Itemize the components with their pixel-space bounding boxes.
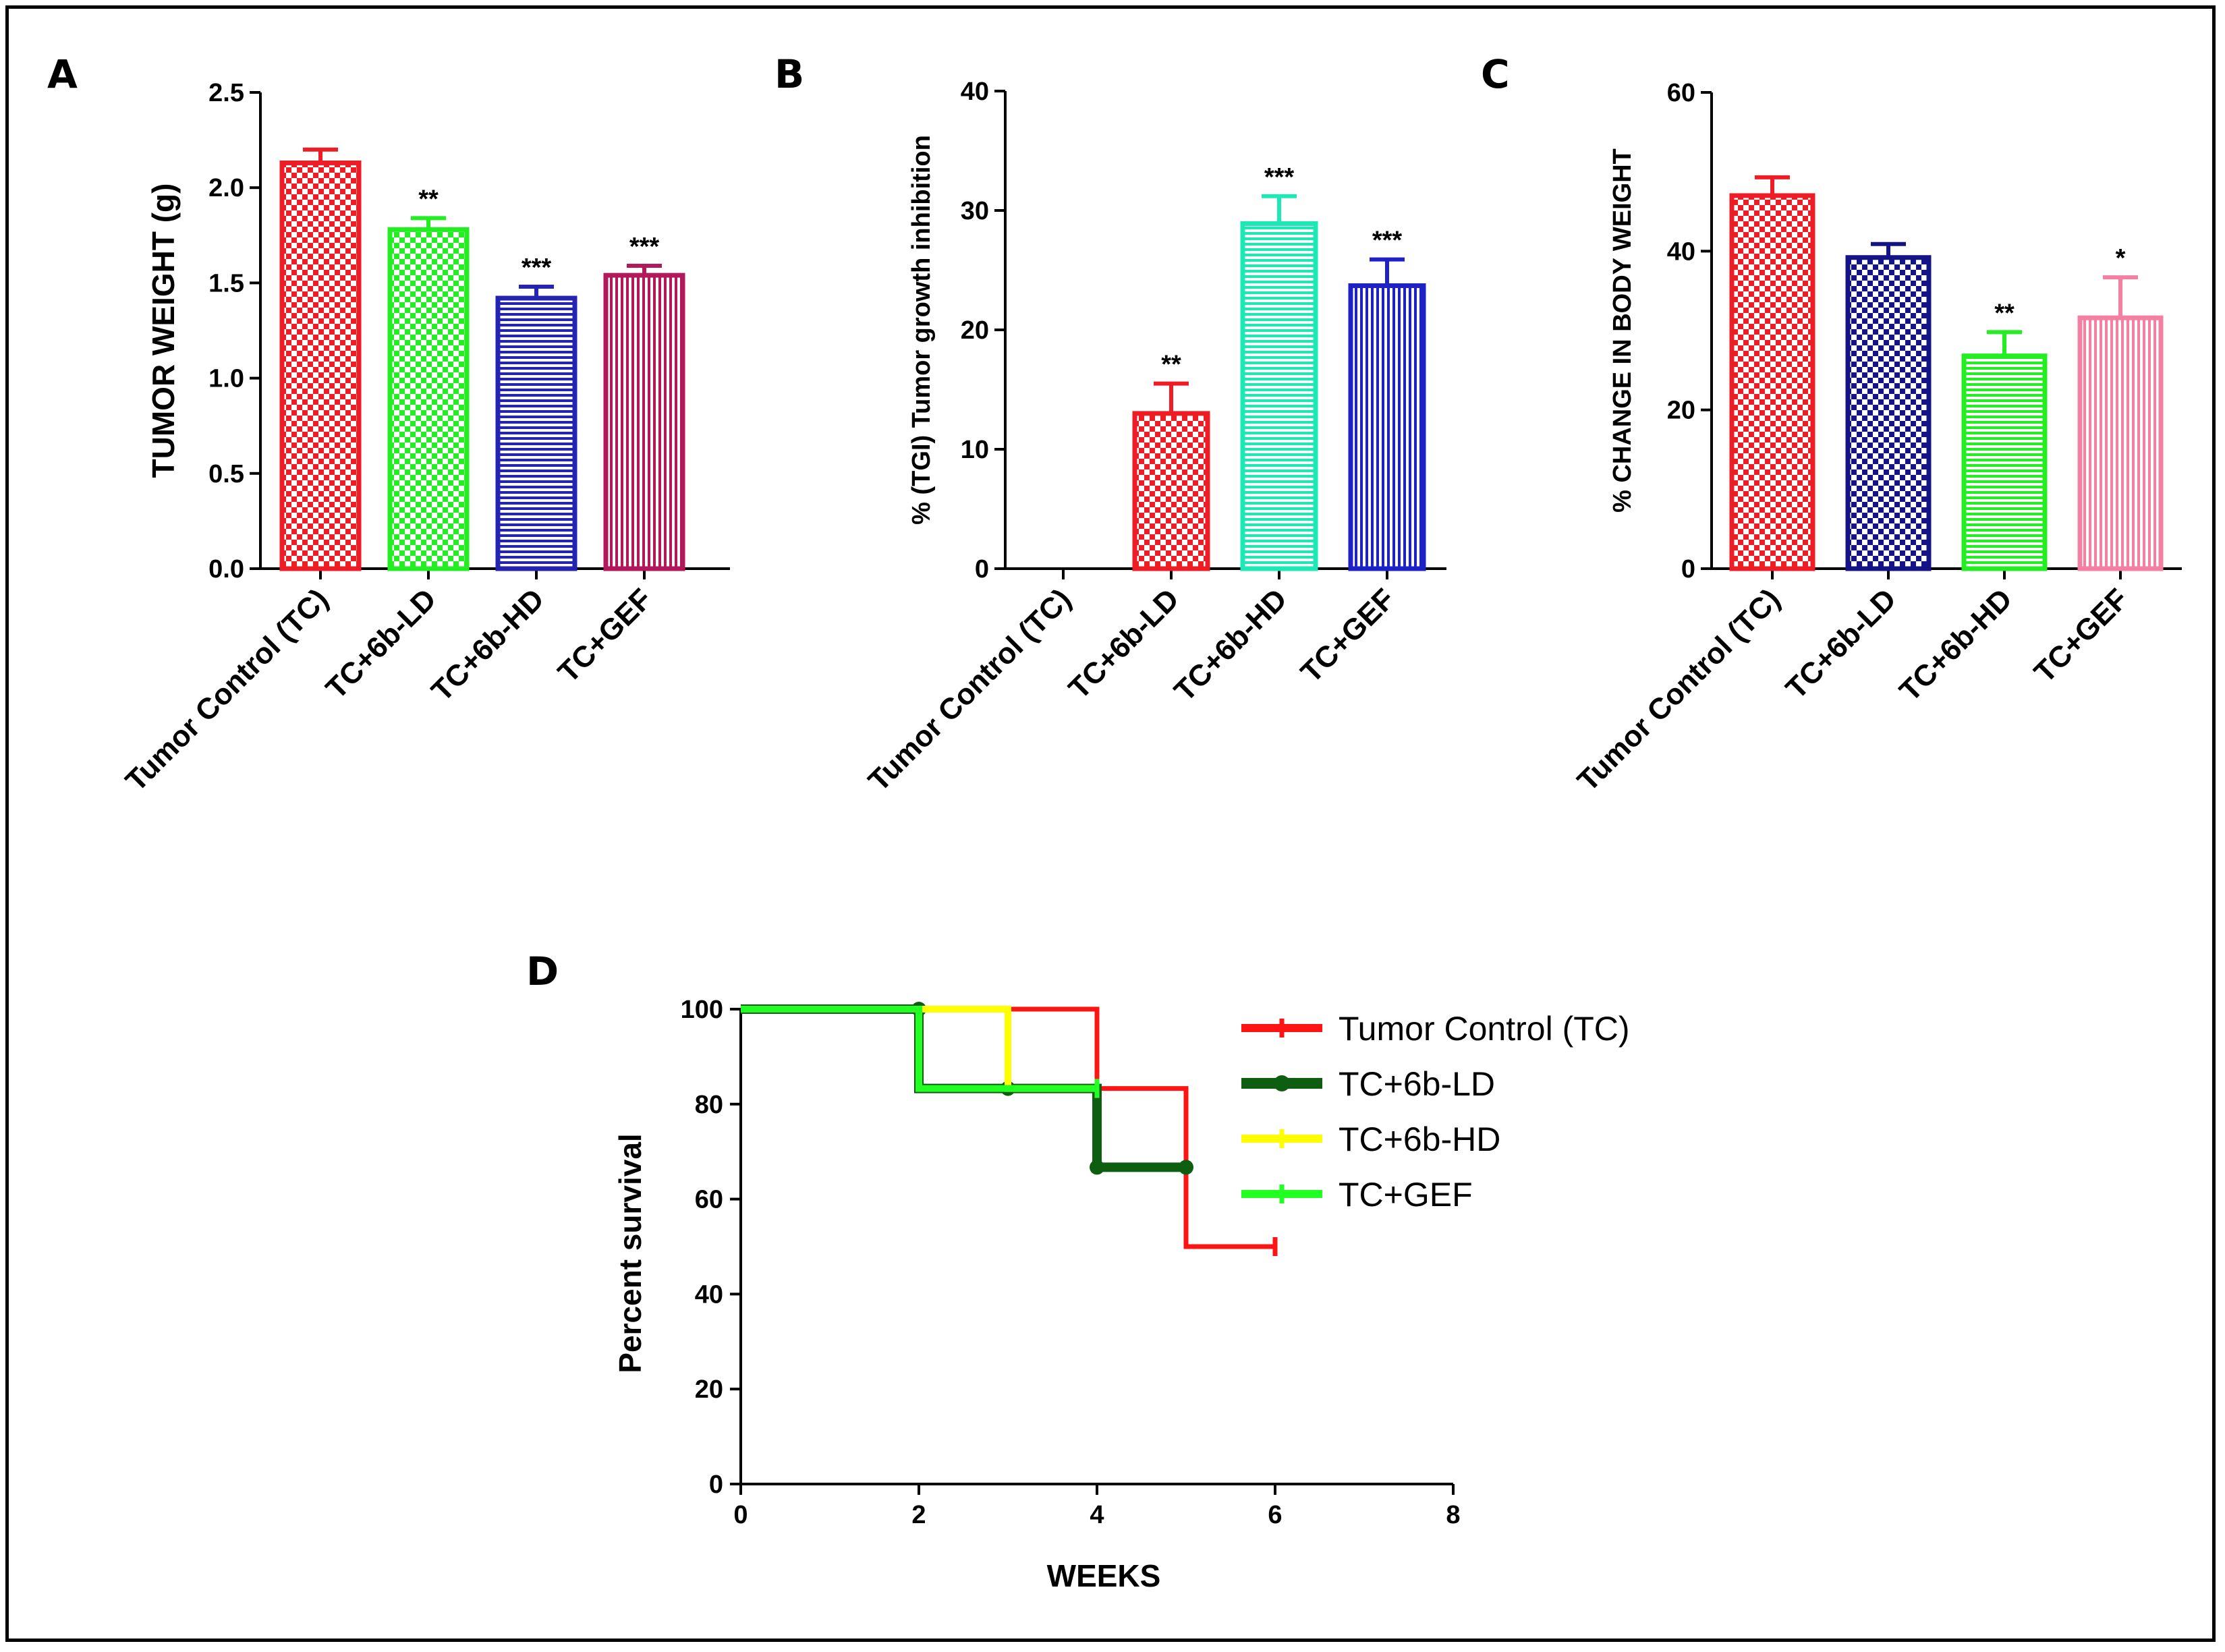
- c-significance-3: *: [2116, 244, 2126, 273]
- d-y-tick-label: 60: [695, 1186, 723, 1214]
- c-category-label-0: Tumor Control (TC): [1571, 582, 1786, 797]
- c-category-label-2: TC+6b-HD: [1893, 582, 2019, 708]
- b-y-tick-label: 0: [975, 555, 989, 583]
- c-category-label-3: TC+GEF: [2028, 582, 2135, 689]
- b-y-axis-title: % (TGI) Tumor growth inhibition: [907, 135, 936, 525]
- d-censor-mark-1: [1090, 1160, 1104, 1175]
- c-y-axis-title: % CHANGE IN BODY WEIGHT: [1608, 148, 1637, 513]
- c-y-tick-label: 40: [1667, 237, 1695, 266]
- d-x-tick-label: 6: [1268, 1501, 1282, 1529]
- a-bar-3: [603, 273, 685, 571]
- d-x-tick-label: 2: [911, 1501, 926, 1529]
- d-y-tick-label: 80: [695, 1091, 723, 1119]
- a-significance-1: **: [418, 185, 439, 213]
- c-significance-2: **: [1994, 299, 2015, 327]
- panel-letter-c: C: [1481, 51, 1510, 97]
- d-x-tick-label: 4: [1090, 1501, 1104, 1529]
- c-bar-2: [1961, 353, 2048, 571]
- d-x-tick-label: 8: [1446, 1501, 1460, 1529]
- c-y-tick-label: 60: [1667, 79, 1695, 107]
- d-x-axis-title: WEEKS: [1047, 1558, 1161, 1593]
- panel-letter-d: D: [526, 948, 559, 994]
- c-bar-0: [1729, 193, 1815, 571]
- b-bar-3: [1348, 283, 1426, 571]
- chart-c-body-weight-change: 0 20 40 60 % CHANGE IN BODY WEIGHT Tumor Cont…: [1571, 79, 2182, 798]
- d-y-tick-label: 100: [681, 996, 723, 1024]
- c-y-tick-label: 20: [1667, 397, 1695, 425]
- a-bar-2: [495, 295, 578, 571]
- a-category-label-1: TC+6b-LD: [320, 582, 443, 705]
- d-legend-label-3: TC+GEF: [1339, 1176, 1473, 1214]
- d-series-line-3: [741, 1006, 1097, 1092]
- b-significance-3: ***: [1372, 227, 1403, 255]
- d-legend-label-0: Tumor Control (TC): [1339, 1010, 1630, 1048]
- chart-a-tumor-weight: 0.0 0.5 1.0 1.5 2.0 2.5 TUMOR WEIGHT (g) Tumor …: [119, 79, 730, 798]
- d-legend-label-1: TC+6b-LD: [1339, 1065, 1495, 1103]
- a-significance-2: ***: [522, 254, 552, 282]
- a-category-label-2: TC+6b-HD: [425, 582, 551, 708]
- c-bar-1: [1845, 255, 1932, 571]
- b-significance-1: **: [1161, 351, 1181, 379]
- chart-d-survival: 0 20 40 60 80 100 0 2 4 6 8 WEEKS Percent survival Tu…: [613, 996, 1630, 1593]
- b-y-tick-label: 30: [961, 197, 989, 225]
- a-y-tick-label: 2.0: [208, 174, 244, 202]
- d-x-tick-label: 0: [733, 1501, 748, 1529]
- a-bar-0: [279, 160, 362, 571]
- panel-letter-a: A: [47, 51, 78, 97]
- a-category-label-0: Tumor Control (TC): [119, 582, 335, 797]
- a-y-tick-label: 1.5: [208, 269, 244, 297]
- b-y-tick-label: 20: [961, 316, 989, 345]
- b-bar-1: [1132, 411, 1210, 571]
- b-significance-2: ***: [1264, 163, 1295, 192]
- b-category-label-3: TC+GEF: [1295, 582, 1401, 689]
- a-bar-1: [387, 227, 470, 571]
- a-y-tick-label: 2.5: [208, 79, 244, 107]
- a-y-tick-label: 0.5: [208, 460, 244, 488]
- d-y-tick-label: 40: [695, 1280, 723, 1309]
- a-significance-3: ***: [629, 233, 660, 261]
- b-category-label-0: Tumor Control (TC): [862, 582, 1077, 797]
- chart-b-tumor-growth-inhibition: 0 10 20 30 40 % (TGI) Tumor growth inhibition…: [862, 78, 1446, 798]
- d-y-axis-title: Percent survival: [613, 1133, 648, 1373]
- b-bar-2: [1240, 221, 1318, 571]
- c-y-tick-label: 0: [1681, 555, 1695, 583]
- a-y-axis-title: TUMOR WEIGHT (g): [146, 183, 181, 478]
- figure-frame: [5, 5, 2216, 1642]
- b-category-label-2: TC+6b-HD: [1168, 582, 1293, 708]
- b-y-tick-label: 10: [961, 436, 989, 464]
- c-bar-3: [2077, 315, 2164, 571]
- d-y-tick-label: 0: [709, 1471, 723, 1499]
- d-legend-marker-1: [1274, 1075, 1290, 1091]
- d-series-line-0: [741, 1006, 1275, 1249]
- c-category-label-1: TC+6b-LD: [1780, 582, 1903, 705]
- d-y-tick-label: 20: [695, 1375, 723, 1404]
- d-legend-label-2: TC+6b-HD: [1339, 1120, 1500, 1158]
- panel-letter-b: B: [774, 51, 804, 97]
- b-category-label-1: TC+6b-LD: [1063, 582, 1185, 705]
- a-y-tick-label: 0.0: [208, 555, 244, 583]
- a-y-tick-label: 1.0: [208, 365, 244, 393]
- d-censor-mark-1: [1179, 1160, 1193, 1175]
- b-y-tick-label: 40: [961, 78, 989, 106]
- a-category-label-3: TC+GEF: [552, 582, 658, 689]
